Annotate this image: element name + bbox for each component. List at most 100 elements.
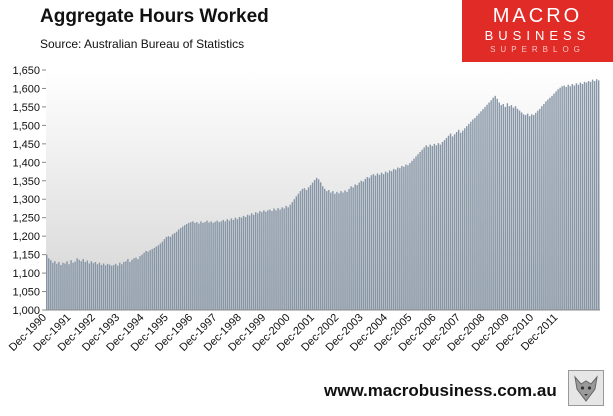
y-tick-label: 1,150 [12,250,40,262]
bar [277,208,279,310]
bar-series [46,79,600,311]
bar [439,144,442,310]
bar [261,212,263,310]
bar [68,264,70,310]
bar [208,222,210,310]
bar [299,191,302,310]
bar [183,225,186,310]
bar [315,177,318,310]
bar [328,190,330,310]
bar [557,89,559,310]
site-url: www.macrobusiness.com.au [324,381,557,400]
bar [346,191,348,310]
bar [94,262,97,310]
bar [431,146,433,310]
bar [58,262,60,310]
bar [512,107,515,310]
bar [155,246,158,310]
bar [147,251,149,310]
bar [275,210,277,310]
bar [248,215,251,310]
bar [533,115,535,310]
bar [257,213,259,310]
bar [259,211,261,310]
brand-logo: MACRO BUSINESS SUPERBLOG [462,0,613,62]
bar [281,207,283,310]
bar [112,264,115,310]
bar [577,84,580,311]
bar [285,205,287,310]
bar [123,262,125,310]
x-axis-ticks: Dec-1990Dec-1991Dec-1992Dec-1993Dec-1994… [7,312,561,354]
bar [289,204,291,310]
bar [433,143,436,310]
bar [186,223,188,310]
bar [173,233,176,310]
bar [490,100,492,310]
bar [573,85,576,310]
bar [374,175,377,310]
bar [88,263,91,310]
bar [167,236,170,310]
bar [575,83,578,310]
bar [397,167,399,310]
bar [380,172,383,310]
y-tick-label: 1,550 [12,102,40,114]
bar [291,202,293,310]
bar [332,191,334,310]
bar [506,103,509,310]
bar [86,260,89,310]
bar [307,187,310,310]
bar [551,95,553,310]
bar [56,263,58,310]
bar [151,249,153,310]
bar [267,210,269,310]
bar [492,97,494,310]
bar [476,115,478,310]
bar [293,199,296,310]
bar [242,215,245,310]
bar [595,79,598,310]
bar [567,84,569,311]
bar [386,172,389,310]
bar [559,87,561,310]
bar [119,262,121,310]
bar [504,106,507,310]
bar [480,111,482,310]
bar [159,243,162,310]
bar [273,208,275,310]
bar [457,129,460,310]
bar [348,188,350,310]
bar [388,170,391,310]
bar [216,220,218,310]
bar [321,186,324,310]
bar [470,121,472,310]
bar [417,154,419,310]
bar [117,265,119,310]
bar [344,190,346,310]
bar [224,221,227,310]
bar [579,82,582,310]
bar [415,156,417,310]
bar [531,114,533,310]
bar [330,192,332,310]
bar [502,103,505,310]
bar [230,218,233,310]
bar [161,241,164,310]
bar [354,184,356,310]
bar [366,177,369,310]
bar [301,188,304,310]
bar [110,265,113,310]
bar [283,208,285,310]
bar [133,258,135,310]
bar [64,263,66,310]
bar [149,250,151,310]
bar [445,137,448,310]
bar [587,81,590,310]
bar [360,180,362,310]
bar [141,254,143,310]
bar [583,81,586,310]
y-tick-label: 1,000 [12,305,40,317]
bar [401,166,403,310]
bar [409,163,411,310]
